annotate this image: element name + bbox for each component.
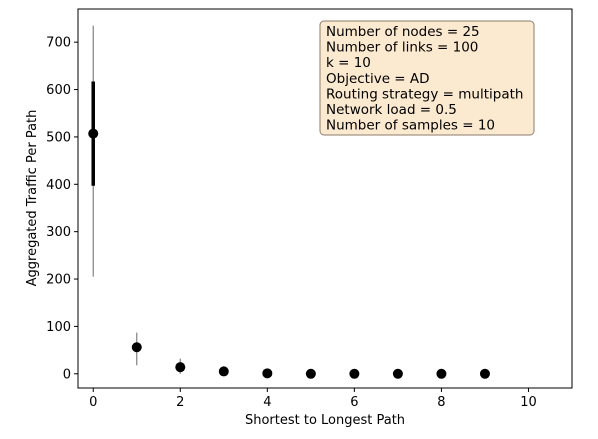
y-tick-label: 100 (46, 320, 71, 335)
y-tick-label: 600 (46, 83, 71, 98)
info-line: Network load = 0.5 (326, 102, 457, 118)
data-point (175, 362, 186, 373)
data-point (218, 366, 229, 377)
data-point (88, 128, 99, 139)
data-point (392, 368, 403, 379)
y-tick-label: 700 (46, 36, 71, 51)
info-line: Objective = AD (326, 71, 430, 87)
data-marks (88, 25, 490, 379)
y-tick-label: 200 (46, 273, 71, 288)
y-tick-label: 500 (46, 130, 71, 145)
data-point (436, 368, 447, 379)
data-point (262, 368, 273, 379)
info-line: Number of links = 100 (326, 40, 478, 56)
y-tick-label: 400 (46, 178, 71, 193)
data-point (131, 342, 142, 353)
data-point (479, 368, 490, 379)
info-box-background (319, 20, 535, 136)
info-line: Number of nodes = 25 (326, 24, 480, 40)
x-tick-label: 0 (89, 395, 97, 410)
info-line: Routing strategy = multipath (326, 86, 523, 102)
x-tick-label: 6 (350, 395, 358, 410)
x-tick-label: 4 (263, 395, 271, 410)
data-point (349, 368, 360, 379)
x-axis-label: Shortest to Longest Path (245, 413, 405, 428)
y-tick-label: 0 (63, 367, 71, 382)
x-tick-label: 2 (176, 395, 184, 410)
x-axis-ticks: 0 2 4 6 8 10 (89, 388, 537, 410)
data-point (305, 368, 316, 379)
info-line: k = 10 (326, 55, 371, 71)
x-tick-label: 10 (520, 395, 537, 410)
y-axis-label: Aggregated Traffic Per Path (25, 110, 40, 287)
info-line: Number of samples = 10 (326, 118, 495, 134)
y-tick-label: 300 (46, 225, 71, 240)
x-tick-label: 8 (437, 395, 445, 410)
y-axis-ticks: 0 100 200 300 400 500 600 700 (46, 36, 78, 382)
